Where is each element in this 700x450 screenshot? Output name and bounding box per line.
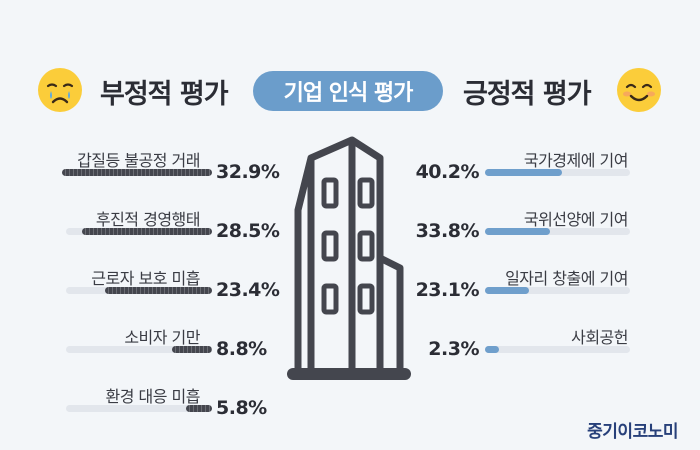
negative-value-label: 5.8% [216,397,267,419]
positive-value-label: 2.3% [428,338,479,360]
positive-bar-track [485,228,630,235]
positive-category-label: 일자리 창출에 기여 [505,269,628,288]
office-building-icon [287,136,411,380]
negative-category-label: 후진적 경영행태 [95,210,201,229]
positive-value-label: 33.8% [415,220,480,242]
negative-bar [105,287,212,294]
negative-bar-track [66,346,212,353]
brand-logo-text: 중기이코노미 [587,422,678,442]
negative-value-label: 32.9% [216,161,280,183]
negative-bar-track [62,169,212,176]
positive-category-label: 사회공헌 [571,328,628,347]
positive-value-label: 23.1% [415,279,480,301]
negative-value-label: 8.8% [216,338,267,360]
negative-bar [185,405,212,412]
positive-bar-track [485,346,630,353]
positive-bar [485,346,499,353]
positive-bar [485,228,550,235]
negative-bar-track [66,405,212,412]
negative-evaluation-title: 부정적 평가 [100,79,229,110]
negative-category-label: 소비자 기만 [124,328,200,347]
negative-category-label: 갑질등 불공정 거래 [77,151,200,170]
positive-bar-track [485,169,630,176]
negative-bar-track [66,287,212,294]
positive-bar [485,287,530,294]
negative-bar [171,346,212,353]
negative-bar [82,228,212,235]
positive-category-label: 국위선양에 기여 [523,210,629,229]
positive-value-label: 40.2% [415,161,480,183]
corporate-perception-title: 기업 인식 평가 [253,71,443,111]
negative-category-label: 근로자 보호 미흡 [91,269,200,288]
negative-bar [62,169,212,176]
negative-category-label: 환경 대응 미흡 [105,387,201,406]
negative-value-label: 23.4% [216,279,280,301]
positive-category-label: 국가경제에 기여 [523,151,629,170]
negative-bar-track [66,228,212,235]
crying-face-icon [38,68,82,112]
positive-evaluation-title: 긍정적 평가 [463,79,592,110]
positive-bar-track [485,287,630,294]
positive-bar [485,169,562,176]
smiling-face-icon [617,68,661,112]
negative-value-label: 28.5% [216,220,280,242]
